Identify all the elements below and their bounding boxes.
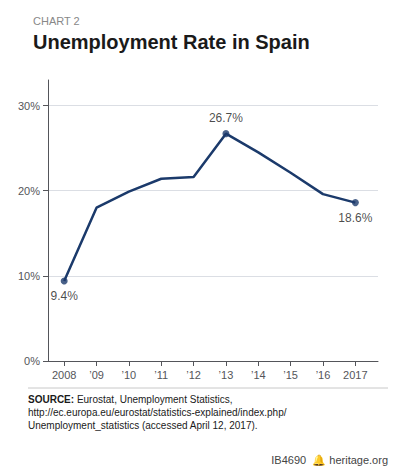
svg-text:’16: ’16	[316, 369, 331, 381]
svg-text:’15: ’15	[283, 369, 298, 381]
svg-text:0%: 0%	[24, 355, 40, 367]
svg-text:’12: ’12	[186, 369, 201, 381]
svg-text:18.6%: 18.6%	[338, 211, 372, 225]
svg-text:’11: ’11	[154, 369, 168, 381]
svg-text:26.7%: 26.7%	[209, 111, 243, 125]
svg-text:http://ec.europa.eu/eurostat/s: http://ec.europa.eu/eurostat/statistics-…	[28, 407, 287, 418]
svg-text:Unemployment_statistics (acces: Unemployment_statistics (accessed April …	[28, 420, 258, 431]
svg-text:SOURCE:: SOURCE:	[28, 394, 74, 405]
svg-text:30%: 30%	[18, 100, 40, 112]
svg-text:2017: 2017	[343, 369, 367, 381]
svg-text:’13: ’13	[219, 369, 234, 381]
svg-text:’10: ’10	[122, 369, 137, 381]
svg-text:9.4%: 9.4%	[50, 289, 78, 303]
svg-text:’14: ’14	[251, 369, 266, 381]
svg-text:20%: 20%	[18, 185, 40, 197]
svg-text:10%: 10%	[18, 270, 40, 282]
svg-text:’09: ’09	[89, 369, 104, 381]
svg-text:CHART 2: CHART 2	[33, 15, 80, 27]
svg-text:IB4690 🔔 heritage.org: IB4690 🔔 heritage.org	[271, 454, 388, 467]
svg-text:Eurostat, Unemployment Statist: Eurostat, Unemployment Statistics,	[74, 394, 232, 405]
svg-text:2008: 2008	[52, 369, 76, 381]
svg-text:Unemployment Rate in Spain: Unemployment Rate in Spain	[33, 31, 310, 53]
